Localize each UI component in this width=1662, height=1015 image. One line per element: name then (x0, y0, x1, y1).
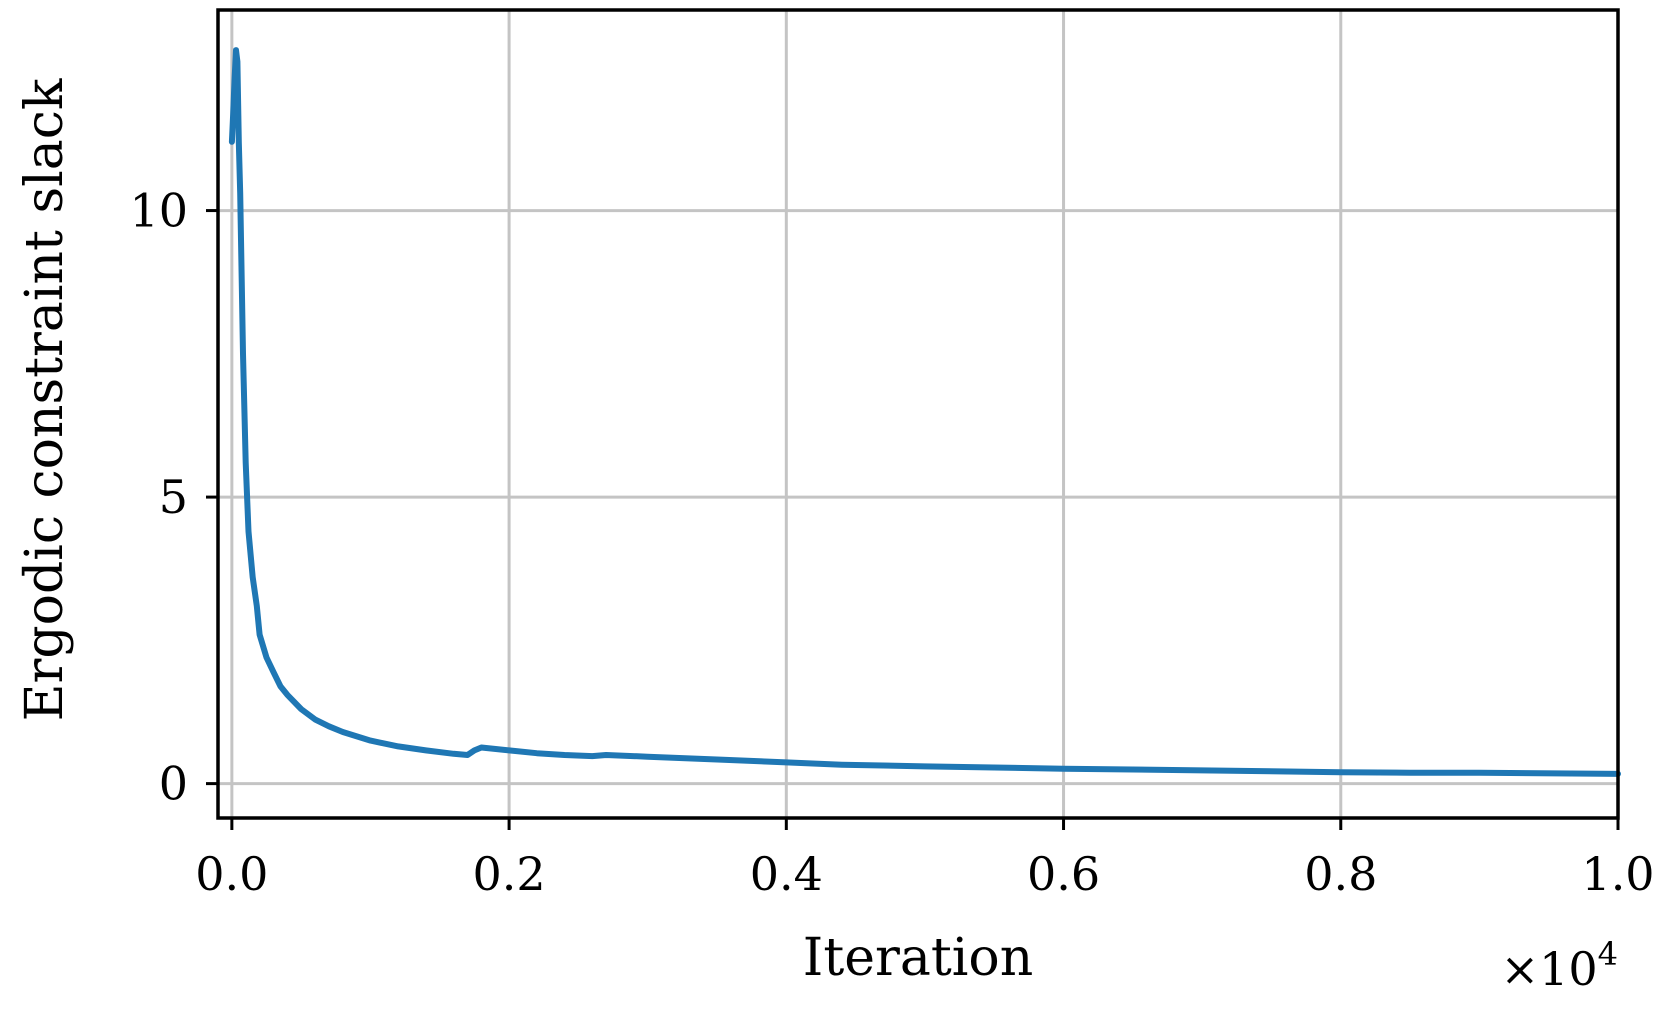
x-offset-exponent: 4 (1598, 935, 1618, 973)
y-tick-label: 0 (159, 757, 188, 811)
x-tick-label: 0.6 (1027, 847, 1100, 901)
x-tick-label: 0.2 (473, 847, 546, 901)
x-tick-label: 0.8 (1304, 847, 1377, 901)
x-offset-text: ×10 (1501, 942, 1598, 996)
tick-layer: 0.0 0.2 0.4 0.6 0.8 1.0 0 5 10 (129, 184, 1654, 901)
y-tick-label: 5 (159, 470, 188, 524)
grid-layer (218, 10, 1620, 818)
label-layer: Iteration Ergodic constraint slack ×104 (15, 78, 1618, 996)
series-layer (228, 47, 1621, 777)
x-axis-label: Iteration (803, 928, 1033, 988)
y-axis-label: Ergodic constraint slack (15, 78, 75, 721)
x-offset-label: ×104 (1501, 935, 1618, 996)
plot-frame (216, 8, 1620, 820)
x-tick-label: 0.4 (750, 847, 823, 901)
series-line (228, 47, 1621, 777)
y-tick-label: 10 (129, 184, 188, 238)
x-tick-label: 0.0 (195, 847, 268, 901)
x-tick-label: 1.0 (1581, 847, 1654, 901)
